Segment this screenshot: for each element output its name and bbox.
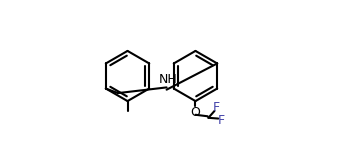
Text: O: O [190, 106, 200, 119]
Text: NH: NH [159, 73, 178, 86]
Text: F: F [213, 101, 220, 114]
Text: F: F [218, 114, 225, 127]
